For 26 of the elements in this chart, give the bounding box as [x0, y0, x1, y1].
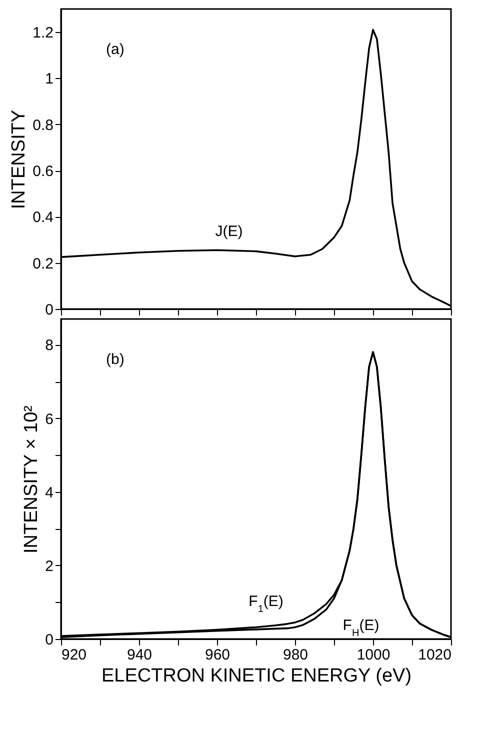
x-tick-label: 940 — [126, 646, 152, 664]
y-tick-label: 0.8 — [32, 116, 54, 134]
y-tick-label: 0 — [45, 302, 54, 318]
x-tick-label: 1000 — [356, 646, 390, 664]
y-tick-label: 0.6 — [32, 163, 54, 180]
y-tick-label: 6 — [45, 410, 54, 428]
y-tick-label: 0.2 — [32, 255, 54, 272]
annotation: J(E) — [215, 223, 243, 240]
x-tick-label: 1020 — [418, 646, 452, 664]
y-axis-title: INTENSITY — [8, 110, 30, 210]
annotation: (b) — [106, 351, 124, 368]
x-tick-label: 960 — [204, 646, 230, 664]
x-axis-title: ELECTRON KINETIC ENERGY (eV) — [101, 666, 412, 686]
annotation: (a) — [106, 41, 124, 58]
y-tick-label: 2 — [45, 558, 54, 575]
y-tick-label: 1 — [45, 70, 54, 88]
y-tick-label: 0 — [45, 632, 54, 648]
y-tick-label: 4 — [45, 484, 54, 502]
y-tick-label: 8 — [45, 337, 54, 354]
x-tick-label: 980 — [282, 646, 308, 664]
x-tick-label: 920 — [62, 646, 87, 664]
y-tick-label: 0.4 — [32, 209, 54, 226]
annotation: F$_{H}$(E) — [342, 617, 380, 638]
y-axis-title: INTENSITY × 10² — [21, 405, 42, 554]
annotation: F$_{1}$(E) — [248, 593, 284, 614]
y-tick-label: 1.2 — [32, 24, 54, 42]
